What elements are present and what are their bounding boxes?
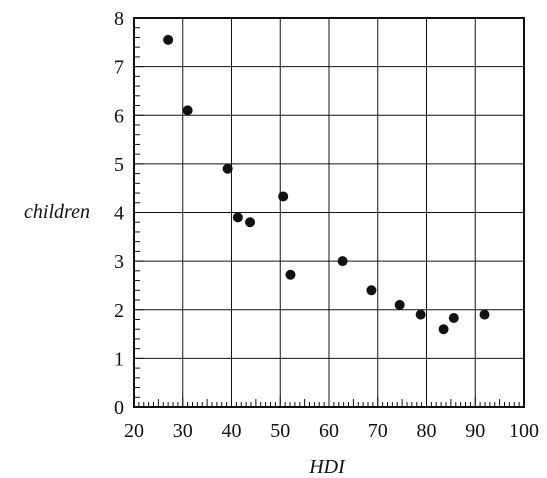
data-point [182, 105, 193, 116]
data-point [438, 324, 449, 335]
grid-layer [134, 18, 524, 407]
data-point [278, 191, 289, 202]
data-point [448, 313, 459, 324]
x-axis-title: HDI [308, 456, 346, 478]
data-point [285, 269, 296, 280]
data-point [337, 256, 348, 267]
plot-frame [133, 17, 525, 408]
y-tick-label: 2 [114, 300, 124, 322]
x-tick-label: 70 [368, 420, 388, 442]
y-tick-label: 0 [114, 397, 124, 419]
data-point [366, 285, 377, 296]
data-point [163, 34, 174, 45]
y-tick-label: 1 [114, 348, 124, 370]
x-tick-label: 30 [173, 420, 193, 442]
data-point [479, 309, 490, 320]
x-tick-label: 40 [222, 420, 242, 442]
tick-labels: 20 30 40 50 60 70 80 90 100 0 1 2 3 4 5 6 7 8 [114, 8, 539, 442]
y-tick-label: 3 [114, 251, 124, 273]
y-tick-label: 5 [114, 154, 124, 176]
data-point [245, 217, 256, 228]
data-point [415, 309, 426, 320]
data-point [222, 163, 233, 174]
y-tick-label: 8 [114, 8, 124, 30]
y-tick-label: 6 [114, 105, 124, 127]
y-axis-title: children [24, 201, 90, 223]
data-point [394, 299, 405, 310]
x-tick-label: 90 [465, 420, 485, 442]
x-tick-label: 20 [124, 420, 144, 442]
data-points [163, 34, 490, 335]
x-tick-label: 60 [319, 420, 339, 442]
x-tick-label: 100 [509, 420, 539, 442]
y-tick-label: 4 [114, 203, 124, 225]
y-tick-label: 7 [114, 57, 124, 79]
x-tick-label: 80 [417, 420, 437, 442]
x-tick-label: 50 [270, 420, 290, 442]
data-point [232, 212, 243, 223]
plot-border [133, 17, 525, 408]
